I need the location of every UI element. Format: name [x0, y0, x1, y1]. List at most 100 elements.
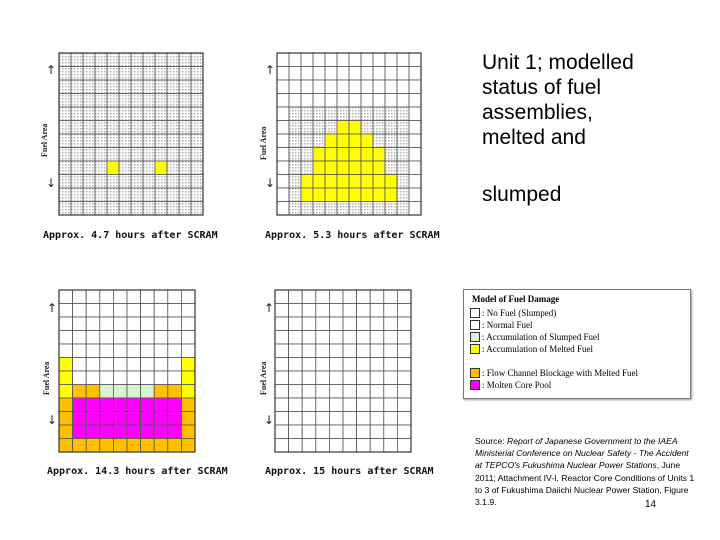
fuel-cell-melted [181, 370, 196, 385]
arrow-up-icon: ↑ [265, 63, 276, 77]
fuel-cell [288, 438, 303, 453]
fuel-cell [82, 120, 96, 135]
fuel-cell [72, 316, 87, 331]
fuel-cell [342, 411, 358, 426]
fuel-cell [85, 357, 101, 372]
fuel-cell [72, 303, 87, 318]
fuel-cell-molten-pool [153, 424, 169, 439]
fuel-cell [126, 330, 142, 345]
fuel-cell [140, 330, 155, 345]
fuel-cell [118, 79, 132, 94]
title-line: assemblies, [482, 101, 593, 124]
fuel-cell [315, 384, 330, 399]
fuel-cell [113, 330, 128, 345]
fuel-cell [276, 66, 290, 81]
fuel-cell [142, 93, 156, 108]
fuel-cell [190, 160, 204, 175]
fuel-cell-melted [384, 174, 398, 189]
fuel-cell [397, 370, 412, 385]
fuel-cell [408, 133, 422, 148]
legend-swatch [470, 379, 480, 390]
fuel-cell [324, 93, 338, 108]
fuel-cell [140, 289, 155, 304]
fuel-cell [336, 106, 350, 121]
source-details: , June 2011; Attachment IV-I, Reactor Co… [475, 460, 695, 508]
fuel-cell [288, 160, 302, 175]
fuel-cell-flow-blockage [126, 438, 142, 453]
legend-item-no-fuel: : No Fuel (Slumped) [470, 307, 556, 318]
fuel-cell [166, 160, 180, 175]
fuel-cell [276, 201, 290, 216]
fuel-cell-melted [348, 120, 362, 135]
fuel-cell [142, 201, 156, 216]
fuel-cell-molten-pool [99, 411, 114, 426]
fuel-cell [58, 133, 72, 148]
fuel-cell [130, 93, 144, 108]
fuel-cell [348, 52, 362, 67]
fuel-cell [372, 93, 386, 108]
fuel-cell [274, 289, 290, 304]
fuel-cell-melted [360, 133, 374, 148]
fuel-cell [70, 174, 84, 189]
fuel-cell [301, 357, 317, 372]
fuel-cell [396, 147, 410, 162]
fuel-cell [274, 357, 290, 372]
fuel-cell [288, 357, 303, 372]
fuel-cell [288, 174, 302, 189]
fuel-cell [384, 160, 398, 175]
fuel-cell [342, 424, 358, 439]
fuel-cell [130, 66, 144, 81]
fuel-cell-melted [372, 160, 386, 175]
fuel-cell [58, 330, 74, 345]
fuel-cell-flow-blockage [181, 424, 196, 439]
fuel-cell [342, 303, 358, 318]
fuel-cell [140, 370, 155, 385]
fuel-cell-melted [58, 384, 74, 399]
fuel-cell-flow-blockage [167, 384, 182, 399]
fuel-cell [369, 370, 385, 385]
fuel-cell [396, 201, 410, 216]
panel-caption: Approx. 5.3 hours after SCRAM [265, 230, 440, 241]
fuel-cell [70, 106, 84, 121]
fuel-cell [315, 397, 330, 412]
fuel-cell [301, 343, 317, 358]
fuel-cell [315, 303, 330, 318]
grid-border [58, 289, 196, 453]
fuel-cell-melted [312, 160, 326, 175]
fuel-cell [99, 343, 114, 358]
fuel-cell [58, 66, 72, 81]
fuel-cell [324, 52, 338, 67]
fuel-cell [276, 133, 290, 148]
fuel-cell [300, 93, 314, 108]
fuel-cell [369, 411, 385, 426]
fuel-cell [408, 147, 422, 162]
core-grid [58, 289, 196, 453]
fuel-cell [118, 187, 132, 202]
fuel-cell [300, 52, 314, 67]
fuel-cell [126, 303, 142, 318]
fuel-cell [288, 201, 302, 216]
fuel-cell [94, 93, 108, 108]
fuel-cell [312, 133, 326, 148]
fuel-cell [396, 174, 410, 189]
fuel-cell [288, 330, 303, 345]
fuel-cell [288, 66, 302, 81]
fuel-cell [106, 66, 120, 81]
fuel-cell [142, 133, 156, 148]
fuel-cell [396, 79, 410, 94]
fuel-cell [118, 174, 132, 189]
fuel-cell [274, 424, 290, 439]
legend-label: : Accumulation of Slumped Fuel [482, 331, 600, 342]
fuel-cell [178, 160, 192, 175]
fuel-cell [70, 133, 84, 148]
fuel-cell [300, 201, 314, 216]
fuel-cell-molten-pool [126, 397, 142, 412]
fuel-cell [274, 343, 290, 358]
fuel-cell [166, 106, 180, 121]
fuel-cell [106, 79, 120, 94]
legend-label: : Molten Core Pool [482, 379, 552, 390]
fuel-cell [397, 343, 412, 358]
fuel-cell [397, 289, 412, 304]
fuel-cell [94, 160, 108, 175]
fuel-cell [178, 120, 192, 135]
